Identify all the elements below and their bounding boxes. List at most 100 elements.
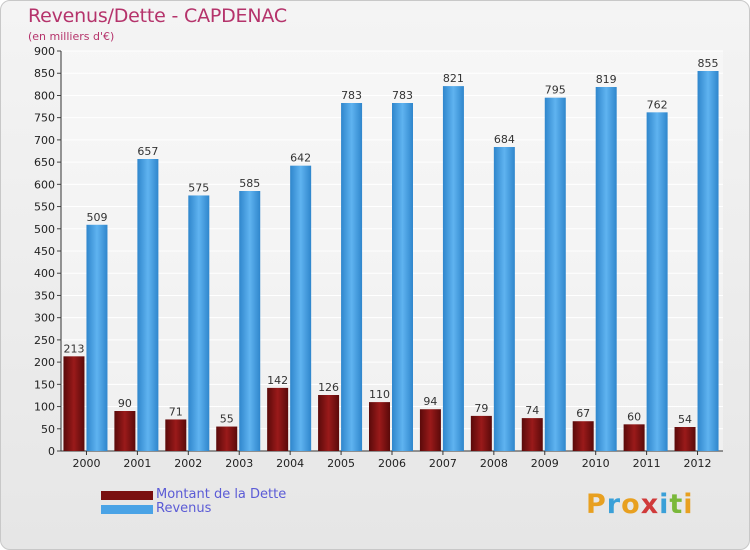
y-tick-label: 200 [34,356,55,369]
y-tick-label: 50 [41,423,55,436]
x-tick-label: 2010 [582,457,610,470]
legend-label-dette: Montant de la Dette [156,487,287,502]
y-tick-label: 250 [34,334,55,347]
y-tick-label: 350 [34,289,55,302]
data-label-revenus: 642 [290,152,311,165]
data-label-dette: 67 [576,407,590,420]
bar-revenus [290,165,312,451]
logo-letter: r [606,489,622,520]
logo-letter: i [659,489,670,520]
y-tick-label: 600 [34,178,55,191]
logo-letter: x [640,489,660,520]
data-label-revenus: 509 [86,211,107,224]
bar-revenus [137,159,159,451]
data-label-dette: 55 [220,413,234,426]
x-tick-label: 2000 [72,457,100,470]
data-label-revenus: 819 [596,73,617,86]
bar-revenus [188,195,210,451]
bar-dette [318,395,340,451]
x-tick-label: 2009 [531,457,559,470]
y-tick-label: 500 [34,223,55,236]
x-tick-label: 2011 [633,457,661,470]
y-tick-label: 300 [34,312,55,325]
y-tick-label: 700 [34,134,55,147]
data-label-dette: 54 [678,413,692,426]
data-label-revenus: 657 [137,145,158,158]
legend-swatch-revenus [101,505,153,514]
y-tick-label: 650 [34,156,55,169]
data-label-revenus: 795 [545,84,566,97]
x-tick-label: 2002 [174,457,202,470]
bar-dette [419,409,441,451]
logo-letter: t [669,489,684,520]
x-tick-label: 2012 [684,457,712,470]
chart-title: Revenus/Dette - CAPDENAC [28,5,287,27]
x-tick-label: 2008 [480,457,508,470]
data-label-dette: 79 [474,402,488,415]
chart-subtitle: (en milliers d'€) [28,30,115,43]
bar-revenus [341,103,363,451]
bar-revenus [595,87,617,451]
bar-dette [216,426,238,451]
bar-dette [369,402,390,451]
legend-label-revenus: Revenus [156,501,212,516]
bar-revenus [493,147,515,451]
data-label-revenus: 821 [443,72,464,85]
bar-dette [470,415,492,451]
x-tick-label: 2003 [225,457,253,470]
x-tick-label: 2004 [276,457,304,470]
y-tick-label: 900 [34,45,55,58]
bar-dette [114,411,136,451]
data-label-dette: 94 [423,395,437,408]
data-label-dette: 71 [169,405,183,418]
data-label-revenus: 783 [341,89,362,102]
y-tick-label: 0 [48,445,55,458]
y-tick-label: 400 [34,267,55,280]
logo-letter: o [621,489,641,520]
data-label-dette: 60 [627,410,641,423]
bar-dette [165,419,187,451]
legend-swatch-dette [101,491,153,500]
bar-dette [572,421,594,451]
bar-revenus [697,71,719,451]
x-tick-label: 2007 [429,457,457,470]
x-tick-label: 2001 [123,457,151,470]
bar-dette [674,427,696,451]
logo-letter: P [586,489,607,520]
data-label-revenus: 855 [698,57,719,70]
proxiti-logo: Proxiti [586,489,694,520]
x-tick-label: 2005 [327,457,355,470]
logo-letter: i [683,489,694,520]
data-label-revenus: 585 [239,177,260,190]
bar-revenus [544,97,566,452]
y-tick-label: 450 [34,245,55,258]
data-label-revenus: 684 [494,133,515,146]
y-tick-label: 750 [34,112,55,125]
data-label-dette: 74 [525,404,539,417]
bar-revenus [442,86,464,451]
bar-dette [63,356,85,451]
data-label-dette: 142 [267,374,288,387]
data-label-dette: 90 [118,397,132,410]
data-label-revenus: 762 [647,98,668,111]
y-tick-label: 550 [34,201,55,214]
y-tick-label: 150 [34,378,55,391]
y-tick-label: 800 [34,89,55,102]
bar-revenus [86,224,108,451]
y-tick-label: 100 [34,401,55,414]
data-label-dette: 126 [318,381,339,394]
bar-dette [267,387,289,451]
data-label-revenus: 575 [188,181,209,194]
bar-dette [623,424,645,451]
bar-revenus [646,112,668,451]
bar-revenus [392,103,413,451]
y-tick-label: 850 [34,67,55,80]
x-tick-label: 2006 [378,457,406,470]
data-label-dette: 110 [369,388,390,401]
bar-dette [521,418,543,451]
bar-revenus [239,191,261,451]
data-label-dette: 213 [63,342,84,355]
data-label-revenus: 783 [392,89,413,102]
